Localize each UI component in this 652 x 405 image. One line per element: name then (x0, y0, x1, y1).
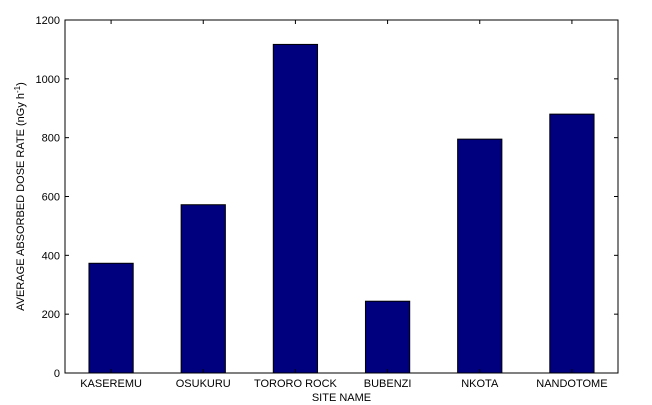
y-tick-label: 1000 (36, 74, 60, 86)
plot-frame (64, 19, 619, 374)
bar-osukuru (180, 204, 226, 374)
x-tick-label: NKOTA (461, 378, 499, 390)
bars-group (88, 43, 595, 374)
x-axis-ticks: KASEREMU OSUKURU TORORO ROCK BUBENZI NKOTA NA… (80, 20, 608, 390)
y-tick-label: 200 (42, 309, 60, 321)
y-tick-label: 800 (42, 133, 60, 145)
x-tick-label: NANDOTOME (536, 378, 607, 390)
x-axis-title: SITE NAME (312, 392, 371, 404)
y-axis-title-main: AVERAGE ABSORBED DOSE RATE (nGy h (15, 93, 27, 311)
y-tick-label: 400 (42, 250, 60, 262)
bar-nkota (457, 138, 503, 374)
y-axis-title-tail: ) (15, 82, 27, 86)
y-axis-title: AVERAGE ABSORBED DOSE RATE (nGy h-1) (13, 82, 27, 311)
x-tick-label: KASEREMU (80, 378, 142, 390)
bar-kaseremu (88, 262, 134, 374)
y-tick-label: 600 (42, 192, 60, 204)
bar-bubenzi (364, 300, 411, 374)
y-tick-label: 1200 (36, 15, 60, 27)
x-tick-label: BUBENZI (364, 378, 412, 390)
bar-tororo-rock (272, 43, 319, 374)
x-tick-label: OSUKURU (176, 378, 231, 390)
y-axis-title-superscript: -1 (13, 85, 22, 93)
y-tick-label: 0 (54, 368, 60, 380)
x-tick-label: TORORO ROCK (254, 378, 338, 390)
y-axis-ticks: 0 200 400 600 800 1000 1200 (36, 15, 618, 380)
bar-nandotome (549, 113, 595, 374)
